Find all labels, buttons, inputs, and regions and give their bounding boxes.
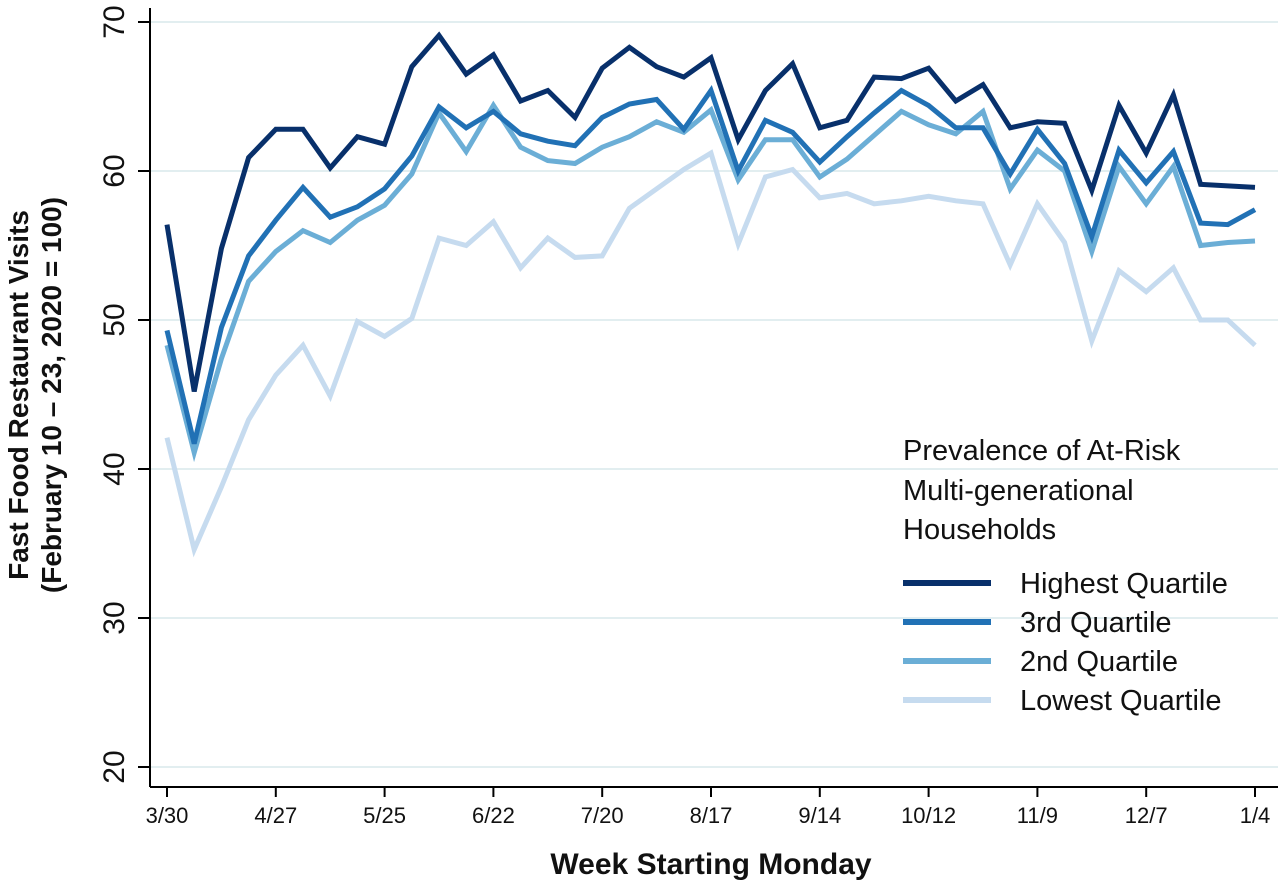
x-tick-label: 6/22 (472, 803, 515, 828)
y-tick-label: 30 (98, 601, 131, 634)
x-tick-label: 1/4 (1240, 803, 1271, 828)
y-tick-label: 40 (98, 452, 131, 485)
legend-title-line2: Multi-generational (903, 475, 1134, 507)
y-axis-title-line1: Fast Food Restaurant Visits (3, 210, 34, 580)
x-tick-label: 11/9 (1017, 803, 1058, 828)
gridlines (150, 21, 1278, 768)
y-tick-label: 20 (98, 750, 131, 783)
series-line-3rd-quartile (164, 85, 1257, 445)
legend-label-lowest-quartile: Lowest Quartile (1020, 685, 1222, 717)
y-tick-label: 60 (98, 154, 131, 187)
x-tick-label: 4/27 (254, 803, 297, 828)
series-line-highest-quartile (164, 31, 1256, 392)
series-line-lowest-quartile (164, 149, 1257, 558)
axes (138, 8, 1278, 797)
y-axis-title-line2: (February 10 – 23, 2020 = 100) (36, 197, 67, 593)
legend-label-3rd-quartile: 3rd Quartile (1020, 607, 1172, 639)
legend-entries: Highest Quartile 3rd Quartile 2nd Quartile… (903, 568, 1228, 717)
x-tick-label: 5/25 (363, 803, 406, 828)
series-line-2nd-quartile (164, 100, 1256, 463)
y-tick-labels: 20 30 40 50 60 70 (98, 5, 131, 783)
legend-label-2nd-quartile: 2nd Quartile (1020, 646, 1178, 678)
x-tick-label: 8/17 (690, 803, 733, 828)
x-axis-title: Week Starting Monday (550, 848, 871, 881)
x-tick-label: 7/20 (581, 803, 624, 828)
x-tick-labels: 3/30 4/27 5/25 6/22 7/20 8/17 9/14 10/12 11/9 12/… (146, 803, 1271, 828)
x-tick-label: 10/12 (901, 803, 956, 828)
x-tick-label: 9/14 (798, 803, 841, 828)
legend-title-line3: Households (903, 514, 1056, 546)
series-lines (164, 31, 1257, 558)
y-tick-label: 50 (98, 303, 131, 336)
y-tick-label: 70 (98, 5, 131, 38)
x-tick-label: 3/30 (146, 803, 189, 828)
x-tick-label: 12/7 (1125, 803, 1168, 828)
legend-label-highest-quartile: Highest Quartile (1020, 568, 1228, 600)
legend: Prevalence of At-Risk Multi-generational… (903, 435, 1228, 717)
legend-title-line1: Prevalence of At-Risk (903, 435, 1181, 467)
